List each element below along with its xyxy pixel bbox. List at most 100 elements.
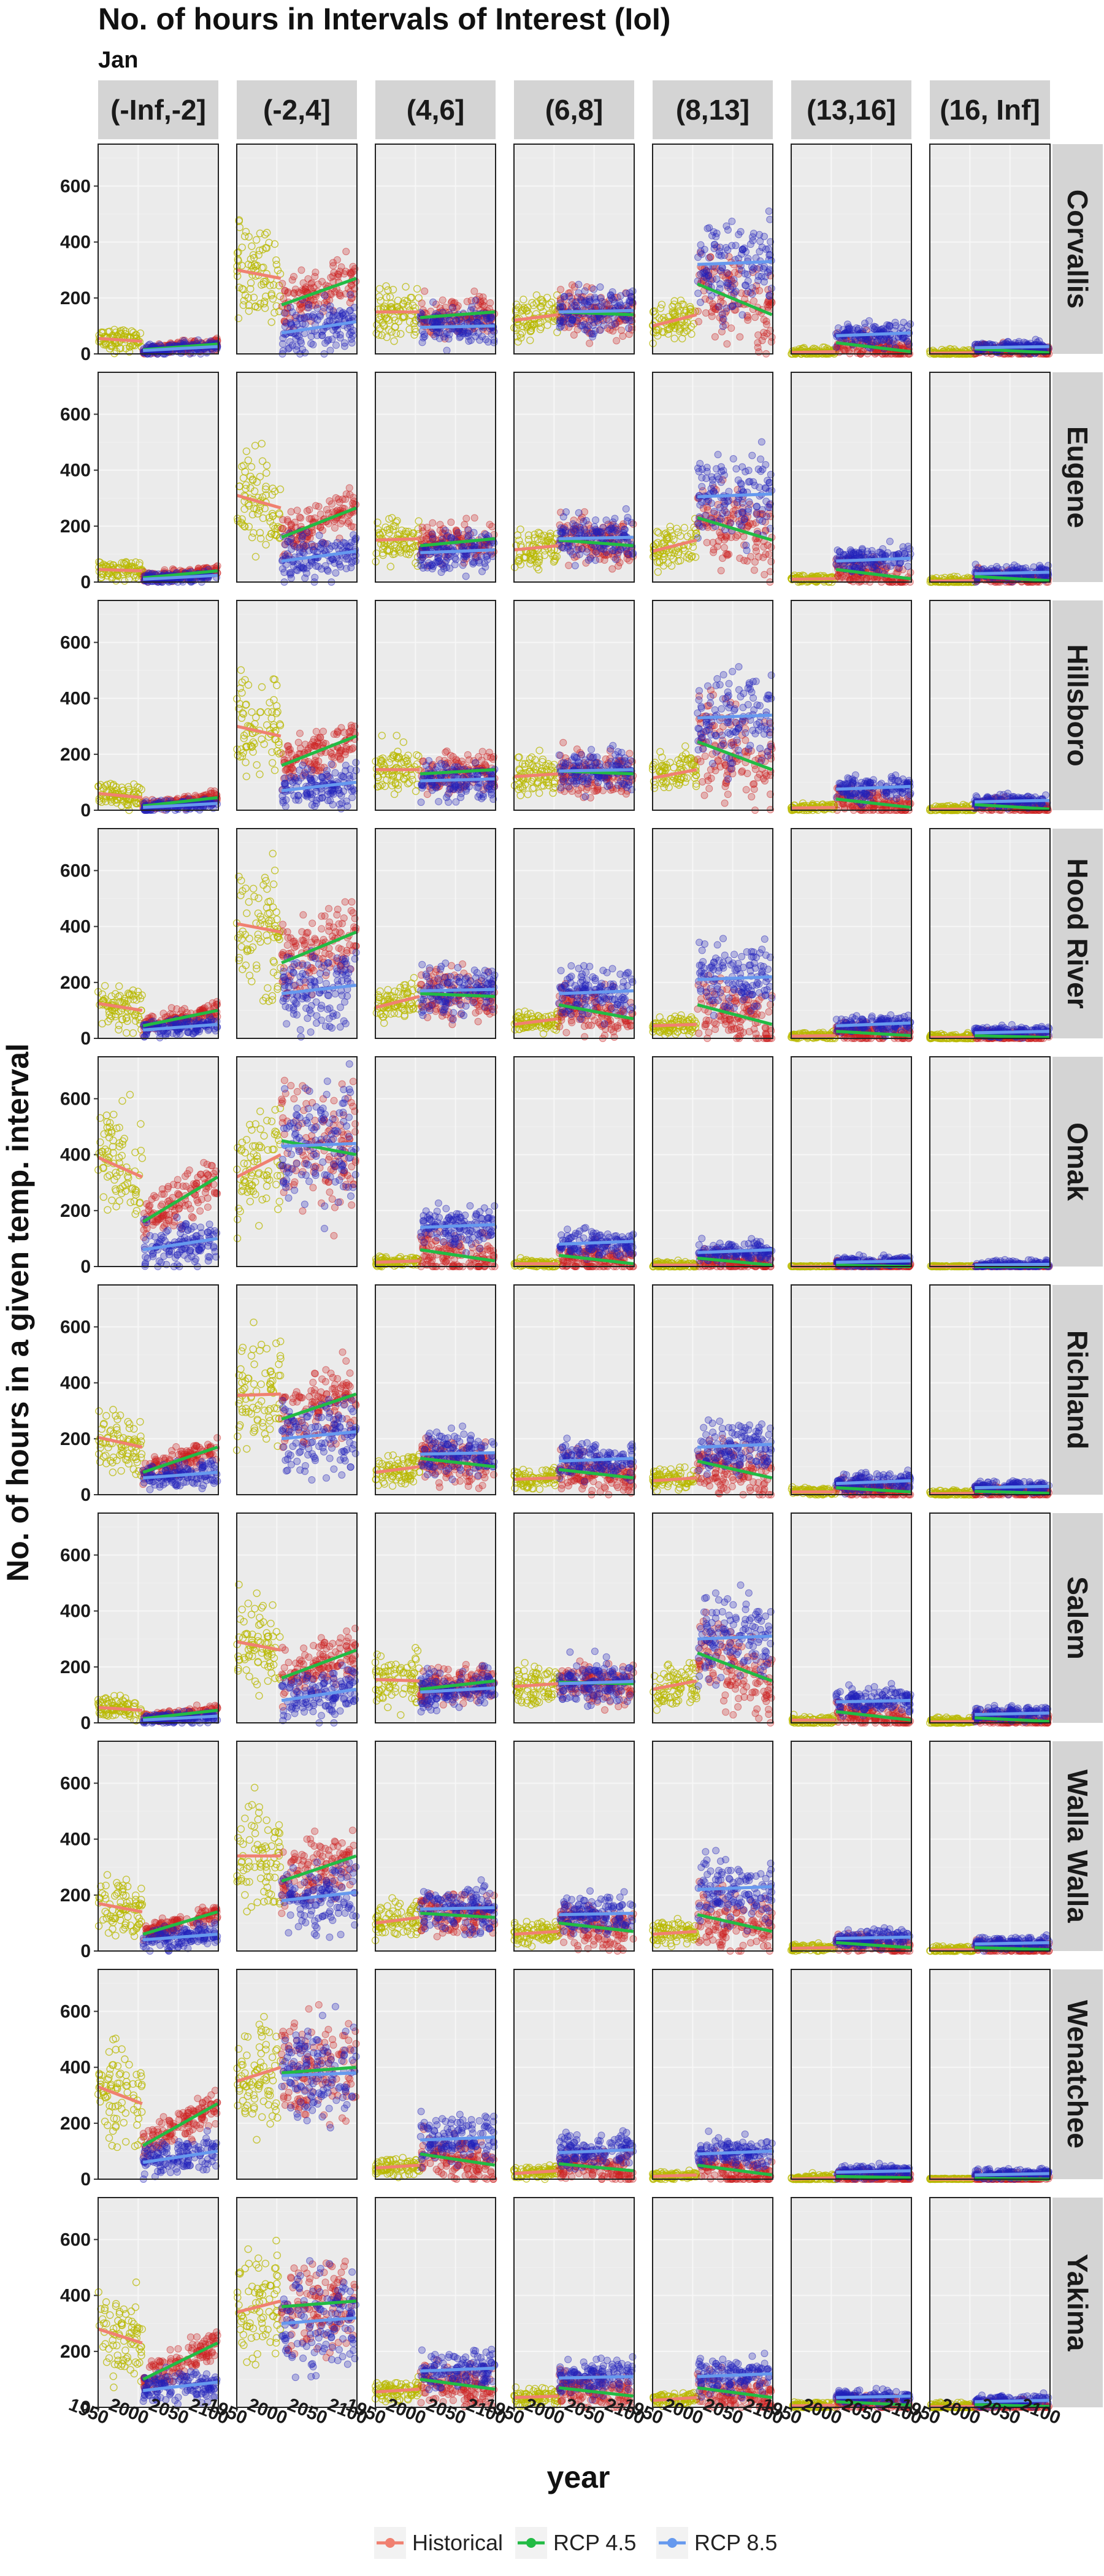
data-point-rcp85: [739, 312, 746, 318]
data-point-rcp45: [463, 515, 470, 522]
data-point-rcp45: [586, 340, 593, 347]
data-point-rcp85: [872, 562, 879, 569]
data-point-rcp85: [315, 563, 321, 570]
data-point-rcp45: [763, 318, 770, 324]
data-point-rcp85: [592, 517, 599, 524]
y-tick-label: 200: [60, 516, 91, 537]
data-point-rcp85: [571, 302, 578, 309]
data-point-rcp45: [448, 519, 454, 526]
data-point-rcp45: [480, 294, 486, 301]
data-point-rcp45: [744, 558, 751, 564]
data-point-rcp85: [321, 548, 328, 554]
data-point-rcp85: [451, 561, 458, 568]
data-point-rcp85: [319, 332, 326, 339]
strip-label-interval: (8,13]: [676, 94, 749, 126]
data-point-rcp85: [607, 526, 613, 533]
data-point-rcp45: [558, 286, 564, 293]
data-point-rcp45: [312, 273, 318, 280]
trend-line-historical: [791, 579, 835, 580]
data-point-rcp45: [613, 337, 620, 344]
y-tick-label: 200: [60, 288, 91, 309]
data-point-rcp85: [291, 543, 298, 550]
data-point-rcp85: [337, 334, 343, 341]
data-point-rcp85: [335, 558, 342, 565]
data-point-rcp85: [462, 573, 469, 580]
data-point-rcp85: [438, 569, 445, 576]
strip-label-interval: (-Inf,-2]: [110, 94, 206, 126]
trend-line-historical: [98, 569, 142, 570]
facet-panel: [511, 144, 636, 354]
data-point-rcp85: [457, 333, 464, 340]
data-point-rcp85: [481, 560, 488, 567]
data-point-rcp85: [282, 542, 289, 548]
data-point-rcp45: [419, 524, 426, 531]
data-point-rcp85: [334, 327, 340, 334]
data-point-rcp85: [327, 347, 334, 354]
data-point-rcp85: [626, 289, 633, 296]
data-point-rcp85: [705, 273, 712, 280]
data-point-rcp45: [334, 256, 340, 263]
data-point-rcp85: [704, 225, 711, 232]
data-point-rcp85: [763, 513, 770, 520]
data-point-rcp85: [765, 208, 772, 215]
data-point-rcp85: [844, 321, 851, 328]
data-point-rcp85: [862, 324, 868, 331]
data-point-rcp85: [626, 325, 632, 332]
facet-panel: [512, 372, 637, 582]
data-point-rcp85: [592, 296, 599, 302]
data-point-rcp45: [349, 500, 356, 507]
data-point-rcp85: [766, 293, 773, 299]
data-point-rcp85: [472, 297, 479, 304]
data-point-rcp85: [321, 292, 328, 299]
data-point-rcp85: [418, 562, 424, 569]
data-point-rcp45: [615, 562, 622, 569]
data-point-rcp85: [706, 255, 713, 261]
data-point-rcp85: [733, 466, 740, 472]
data-point-rcp85: [280, 340, 286, 347]
data-point-rcp45: [765, 299, 772, 305]
data-point-rcp45: [864, 575, 870, 582]
data-point-rcp85: [848, 550, 855, 556]
data-point-rcp85: [286, 345, 293, 351]
data-point-rcp45: [308, 515, 315, 522]
data-point-rcp45: [753, 548, 760, 554]
data-point-rcp85: [465, 527, 472, 534]
data-point-rcp85: [332, 342, 339, 348]
data-point-rcp85: [833, 343, 840, 350]
data-point-rcp45: [723, 551, 729, 558]
data-point-rcp45: [841, 347, 848, 354]
data-point-rcp85: [709, 477, 716, 483]
data-point-rcp85: [695, 290, 702, 297]
facet-panel: [927, 144, 1052, 358]
data-point-rcp85: [600, 322, 607, 329]
data-point-rcp45: [570, 332, 577, 339]
data-point-rcp45: [332, 494, 339, 501]
data-point-rcp45: [323, 506, 330, 513]
data-point-rcp85: [299, 564, 305, 571]
data-point-rcp85: [576, 524, 583, 531]
data-point-rcp45: [464, 298, 470, 305]
data-point-rcp85: [721, 252, 728, 259]
data-point-rcp85: [758, 439, 765, 445]
data-point-rcp85: [597, 529, 604, 535]
data-point-rcp85: [765, 245, 772, 252]
data-point-rcp45: [907, 569, 914, 576]
data-point-rcp45: [702, 310, 709, 316]
data-point-rcp85: [756, 264, 763, 271]
data-point-rcp85: [756, 231, 763, 238]
data-point-rcp85: [583, 297, 589, 304]
data-point-rcp85: [873, 338, 880, 345]
data-point-rcp85: [741, 516, 748, 523]
data-point-rcp85: [757, 456, 764, 462]
data-point-rcp85: [904, 323, 911, 329]
data-point-rcp85: [449, 544, 456, 551]
data-point-rcp85: [696, 522, 702, 529]
data-point-rcp85: [592, 328, 599, 334]
facet-panel: [927, 372, 1051, 586]
trend-line-historical: [791, 351, 835, 352]
data-point-rcp85: [603, 517, 610, 524]
data-point-rcp45: [350, 524, 357, 531]
data-point-rcp85: [715, 451, 721, 458]
data-point-rcp45: [619, 333, 626, 340]
